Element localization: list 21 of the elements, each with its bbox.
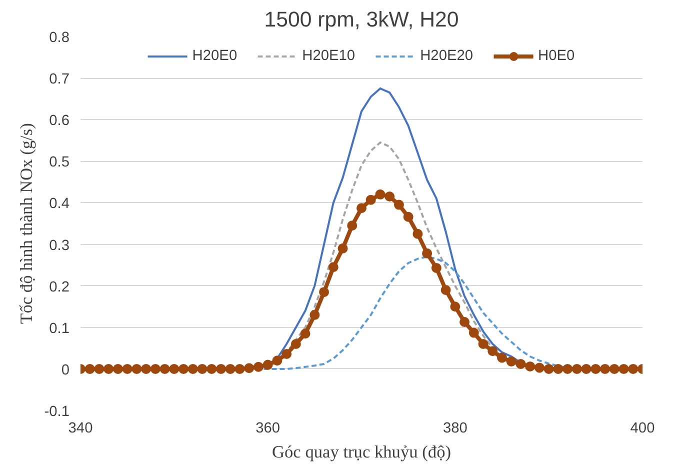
legend-label: H0E0 xyxy=(538,48,575,64)
x-tick-label: 360 xyxy=(256,420,280,436)
x-tick-label: 340 xyxy=(68,420,93,436)
x-axis-title: Góc quay trục khuỷu (độ) xyxy=(272,442,452,462)
y-tick-label: 0.3 xyxy=(49,238,70,254)
y-tick-label: 0.1 xyxy=(49,320,70,337)
y-tick-label: 0.6 xyxy=(49,113,70,130)
y-tick-label: -0.1 xyxy=(44,404,70,420)
y-axis-title: Tốc độ hình thành NOx (g/s) xyxy=(17,122,36,324)
x-tick-label: 400 xyxy=(630,420,655,436)
legend-label: H20E0 xyxy=(192,48,238,64)
legend-label: H20E20 xyxy=(420,48,474,64)
y-tick-label: 0.4 xyxy=(49,196,70,212)
y-tick-label: 0.2 xyxy=(49,279,70,296)
legend-label: H20E10 xyxy=(302,48,356,64)
y-tick-label: 0.7 xyxy=(49,72,70,88)
y-tick-label: 0 xyxy=(61,362,70,378)
y-tick-label: 0.8 xyxy=(49,30,70,46)
x-tick-label: 380 xyxy=(442,420,468,436)
chart-title: 1500 rpm, 3kW, H20 xyxy=(264,8,459,32)
y-tick-label: 0.5 xyxy=(49,154,70,171)
